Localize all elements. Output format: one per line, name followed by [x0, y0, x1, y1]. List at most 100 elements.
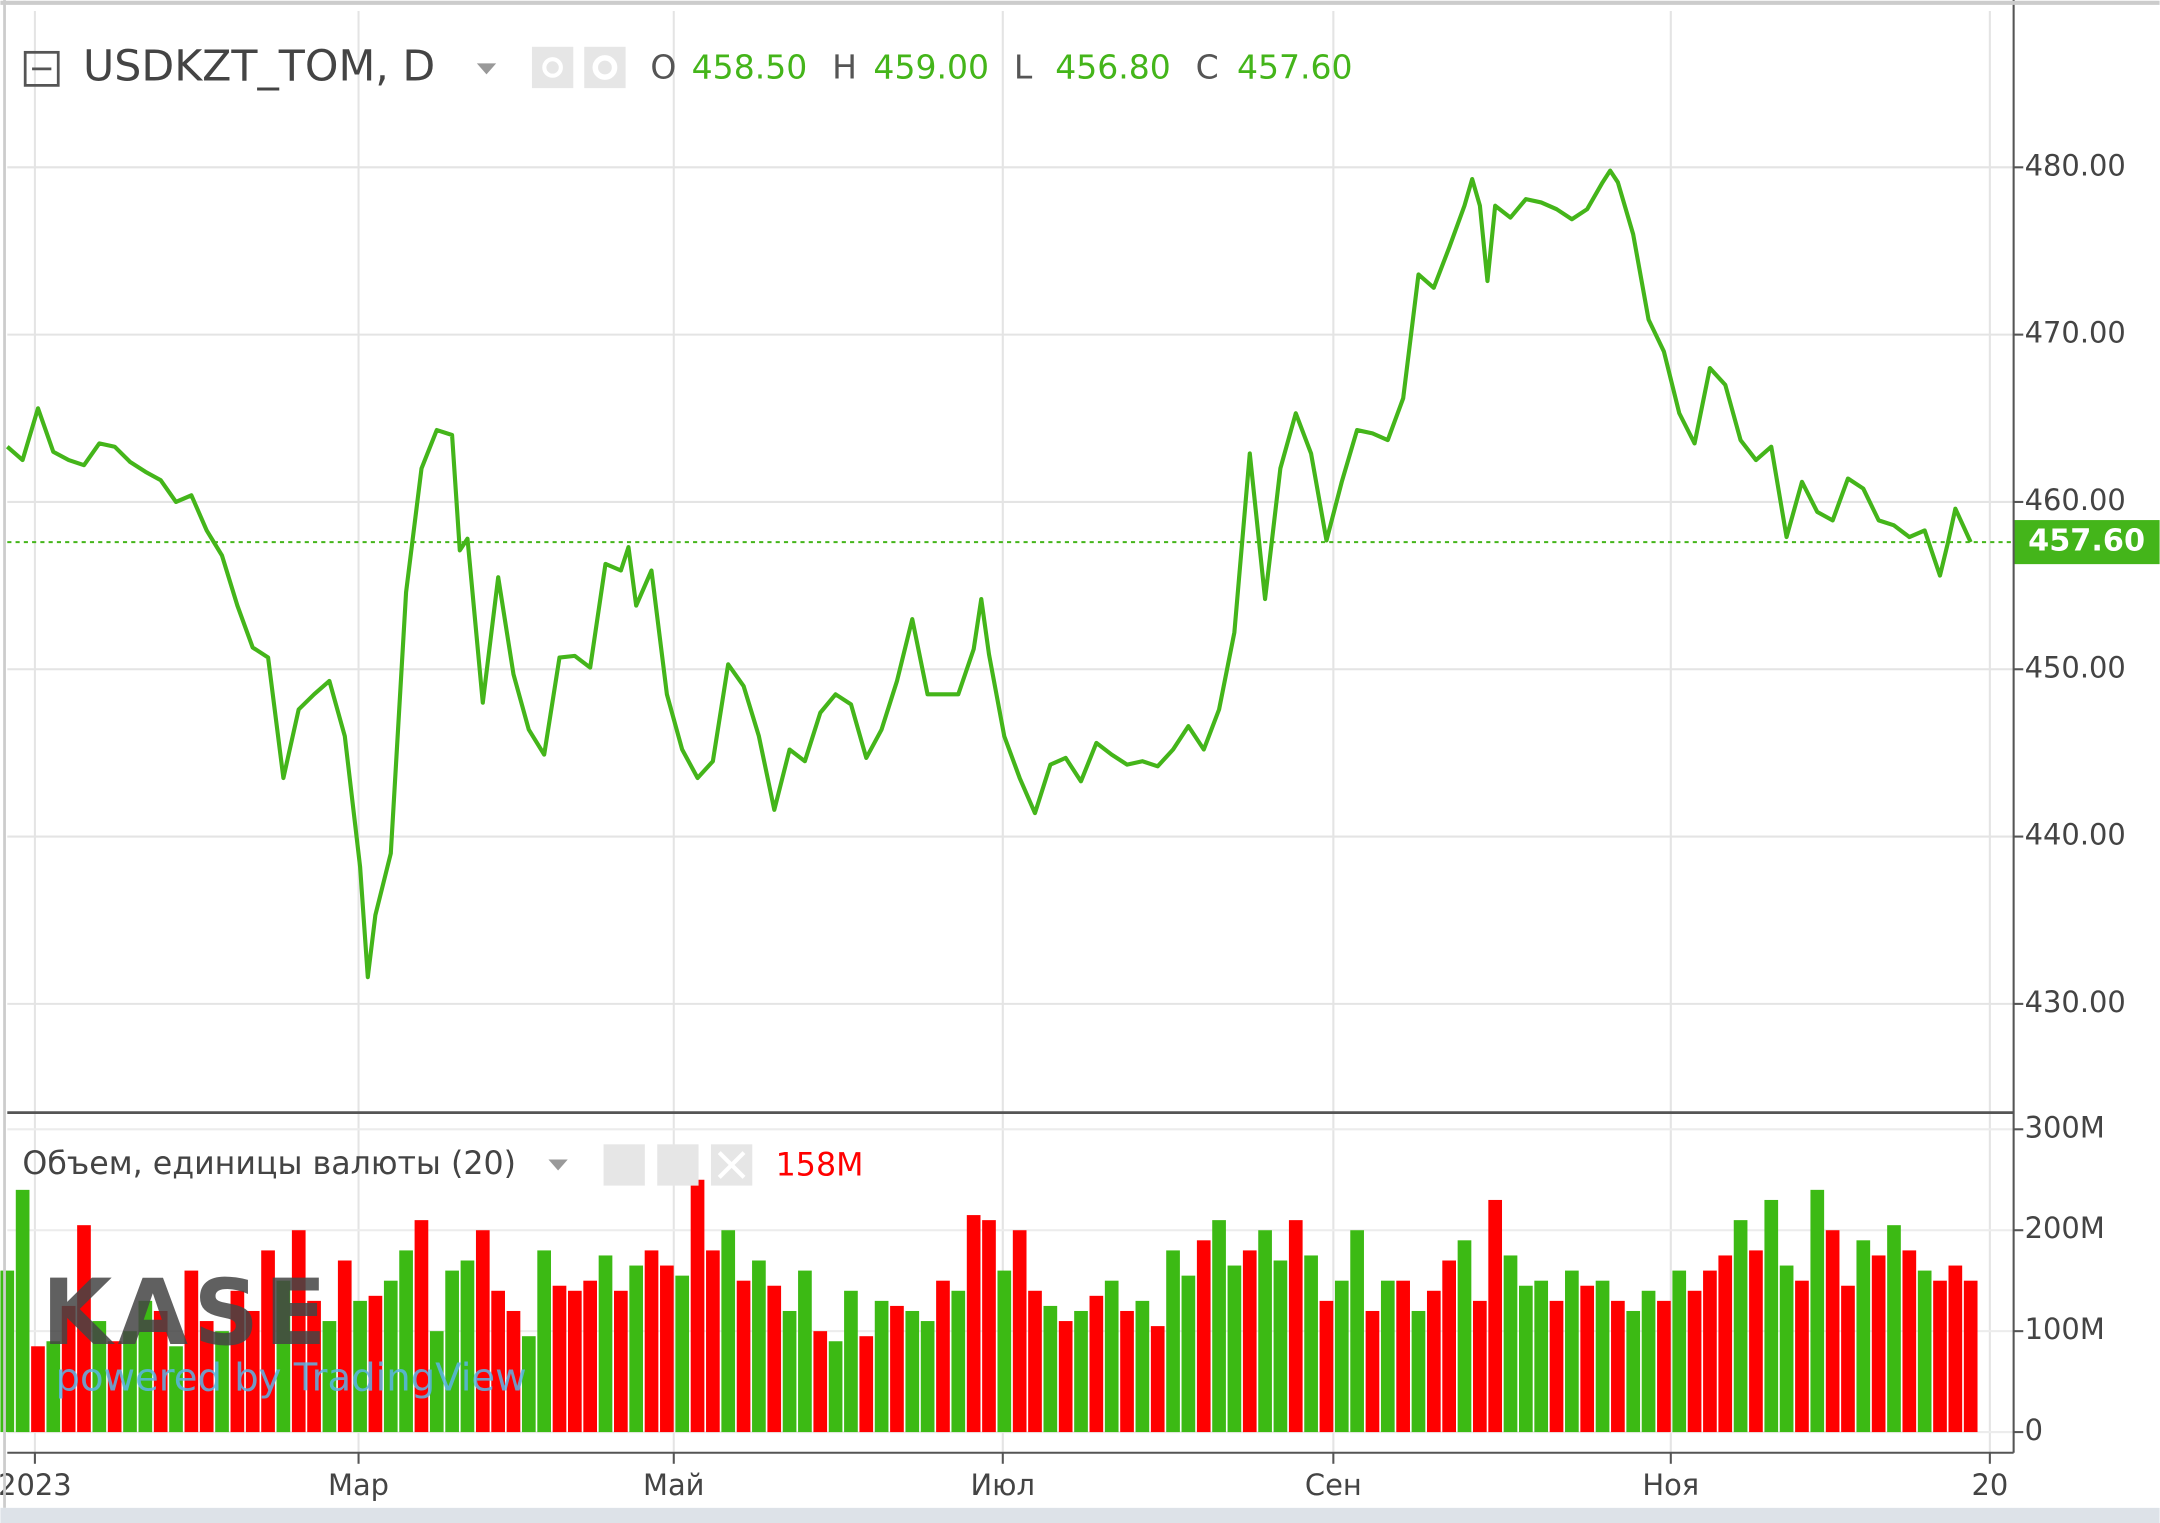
volume-bar	[138, 1300, 153, 1433]
volume-bar	[15, 1189, 30, 1433]
volume-bar	[1028, 1290, 1042, 1433]
volume-bar	[383, 1280, 398, 1433]
volume-bar	[1457, 1240, 1472, 1433]
y-tick-label: 430.00	[2025, 985, 2126, 1019]
volume-settings-icon[interactable]	[657, 1144, 699, 1186]
volume-bar	[230, 1290, 245, 1433]
volume-bar	[46, 1341, 61, 1433]
volume-bar	[951, 1290, 966, 1433]
volume-bar	[1856, 1240, 1871, 1433]
volume-y-tick-label: 0	[2025, 1413, 2043, 1447]
volume-dropdown-caret[interactable]	[548, 1159, 568, 1171]
volume-bar	[997, 1270, 1012, 1433]
volume-bar	[1672, 1270, 1687, 1433]
y-tick-label: 460.00	[2025, 483, 2126, 517]
volume-bar	[1718, 1255, 1733, 1433]
volume-bar	[1887, 1225, 1901, 1433]
volume-bar	[767, 1285, 782, 1433]
volume-bar	[1917, 1270, 1932, 1433]
volume-bar	[721, 1230, 736, 1433]
volume-bar	[123, 1331, 137, 1433]
watermark-credit: powered by TradingView	[55, 1355, 526, 1400]
volume-bar	[1810, 1189, 1825, 1433]
watermark-logo: KASE	[42, 1261, 332, 1366]
volume-bar	[77, 1225, 91, 1433]
volume-bar	[1212, 1220, 1226, 1433]
ohlc-value: 458.50	[692, 47, 808, 86]
ohlc-legend: O 458.50 H 459.00 L 456.80 C 457.60	[650, 47, 1352, 86]
volume-y-tick-label: 300M	[2025, 1110, 2105, 1144]
volume-bar	[1396, 1280, 1410, 1433]
x-tick-label: Сен	[1305, 1468, 1362, 1502]
volume-bar	[644, 1250, 659, 1433]
volume-bar	[153, 1310, 168, 1433]
volume-bar	[966, 1215, 981, 1433]
volume-bar	[506, 1310, 521, 1433]
volume-bar	[813, 1331, 828, 1433]
volume-bar	[690, 1179, 705, 1433]
volume-bar	[1503, 1255, 1518, 1433]
volume-bar	[1196, 1240, 1211, 1433]
volume-bar	[1519, 1285, 1533, 1433]
volume-bar	[429, 1331, 444, 1433]
eye-icon-pupil	[542, 57, 563, 78]
settings-icon-gear	[592, 55, 618, 80]
volume-bar	[1258, 1230, 1272, 1433]
last-price-label: 457.60	[2028, 524, 2145, 559]
volume-bar	[1595, 1280, 1610, 1433]
dropdown-caret[interactable]	[476, 63, 497, 75]
volume-bar	[1227, 1265, 1242, 1433]
volume-bar	[1288, 1220, 1303, 1433]
ohlc-key: C	[1196, 47, 1219, 86]
volume-bar	[1933, 1280, 1947, 1433]
volume-bar	[1687, 1290, 1702, 1433]
settings-icon[interactable]	[584, 46, 626, 89]
volume-bar	[307, 1300, 321, 1433]
last-price-box	[2013, 520, 2160, 565]
volume-title: Объем, единицы валюты (20)	[22, 1146, 516, 1182]
grid: 2023 Мар Май Июл Сен Ноя 20 430.00 440.00 450.00 4…	[0, 11, 2126, 1502]
eye-icon[interactable]	[531, 46, 574, 89]
collapse-icon[interactable]	[23, 50, 60, 87]
volume-bar	[460, 1260, 475, 1433]
volume-bar	[1135, 1300, 1150, 1433]
volume-bar	[583, 1280, 598, 1433]
volume-bar	[1963, 1280, 1978, 1433]
y-tick-label: 480.00	[2025, 148, 2126, 182]
volume-bar	[1764, 1199, 1779, 1433]
volume-bar	[1488, 1199, 1503, 1433]
volume-y-tick-label: 100M	[2025, 1312, 2105, 1346]
x-tick-label: 2023	[0, 1468, 72, 1502]
volume-bar	[890, 1305, 904, 1433]
volume-bar	[399, 1250, 413, 1433]
volume-bar	[491, 1290, 505, 1433]
ohlc-value: 457.60	[1237, 47, 1353, 86]
volume-bar	[1534, 1280, 1549, 1433]
volume-bar	[567, 1290, 582, 1433]
volume-bar	[1948, 1265, 1963, 1433]
volume-bar	[982, 1220, 996, 1433]
x-tick-label: 20	[1971, 1468, 2008, 1502]
volume-bar	[0, 1270, 15, 1433]
x-tick-label: Ноя	[1642, 1468, 1699, 1502]
volume-bar	[1871, 1255, 1886, 1433]
volume-bar	[614, 1290, 628, 1433]
volume-bar	[1411, 1310, 1426, 1433]
ohlc-value: 459.00	[873, 47, 989, 86]
volume-bar	[1442, 1260, 1456, 1433]
volume-bar	[261, 1250, 275, 1433]
volume-bar	[276, 1280, 291, 1433]
volume-bar	[1350, 1230, 1364, 1433]
volume-bar	[859, 1336, 874, 1433]
volume-bar	[1365, 1310, 1380, 1433]
volume-bar	[598, 1255, 613, 1433]
volume-bar	[1472, 1300, 1487, 1433]
volume-bar	[706, 1250, 720, 1433]
volume-bar	[1825, 1230, 1840, 1433]
ohlc-key: L	[1014, 47, 1033, 86]
volume-bar	[1626, 1310, 1641, 1433]
volume-eye-icon[interactable]	[603, 1144, 645, 1186]
volume-bar	[1120, 1310, 1134, 1433]
